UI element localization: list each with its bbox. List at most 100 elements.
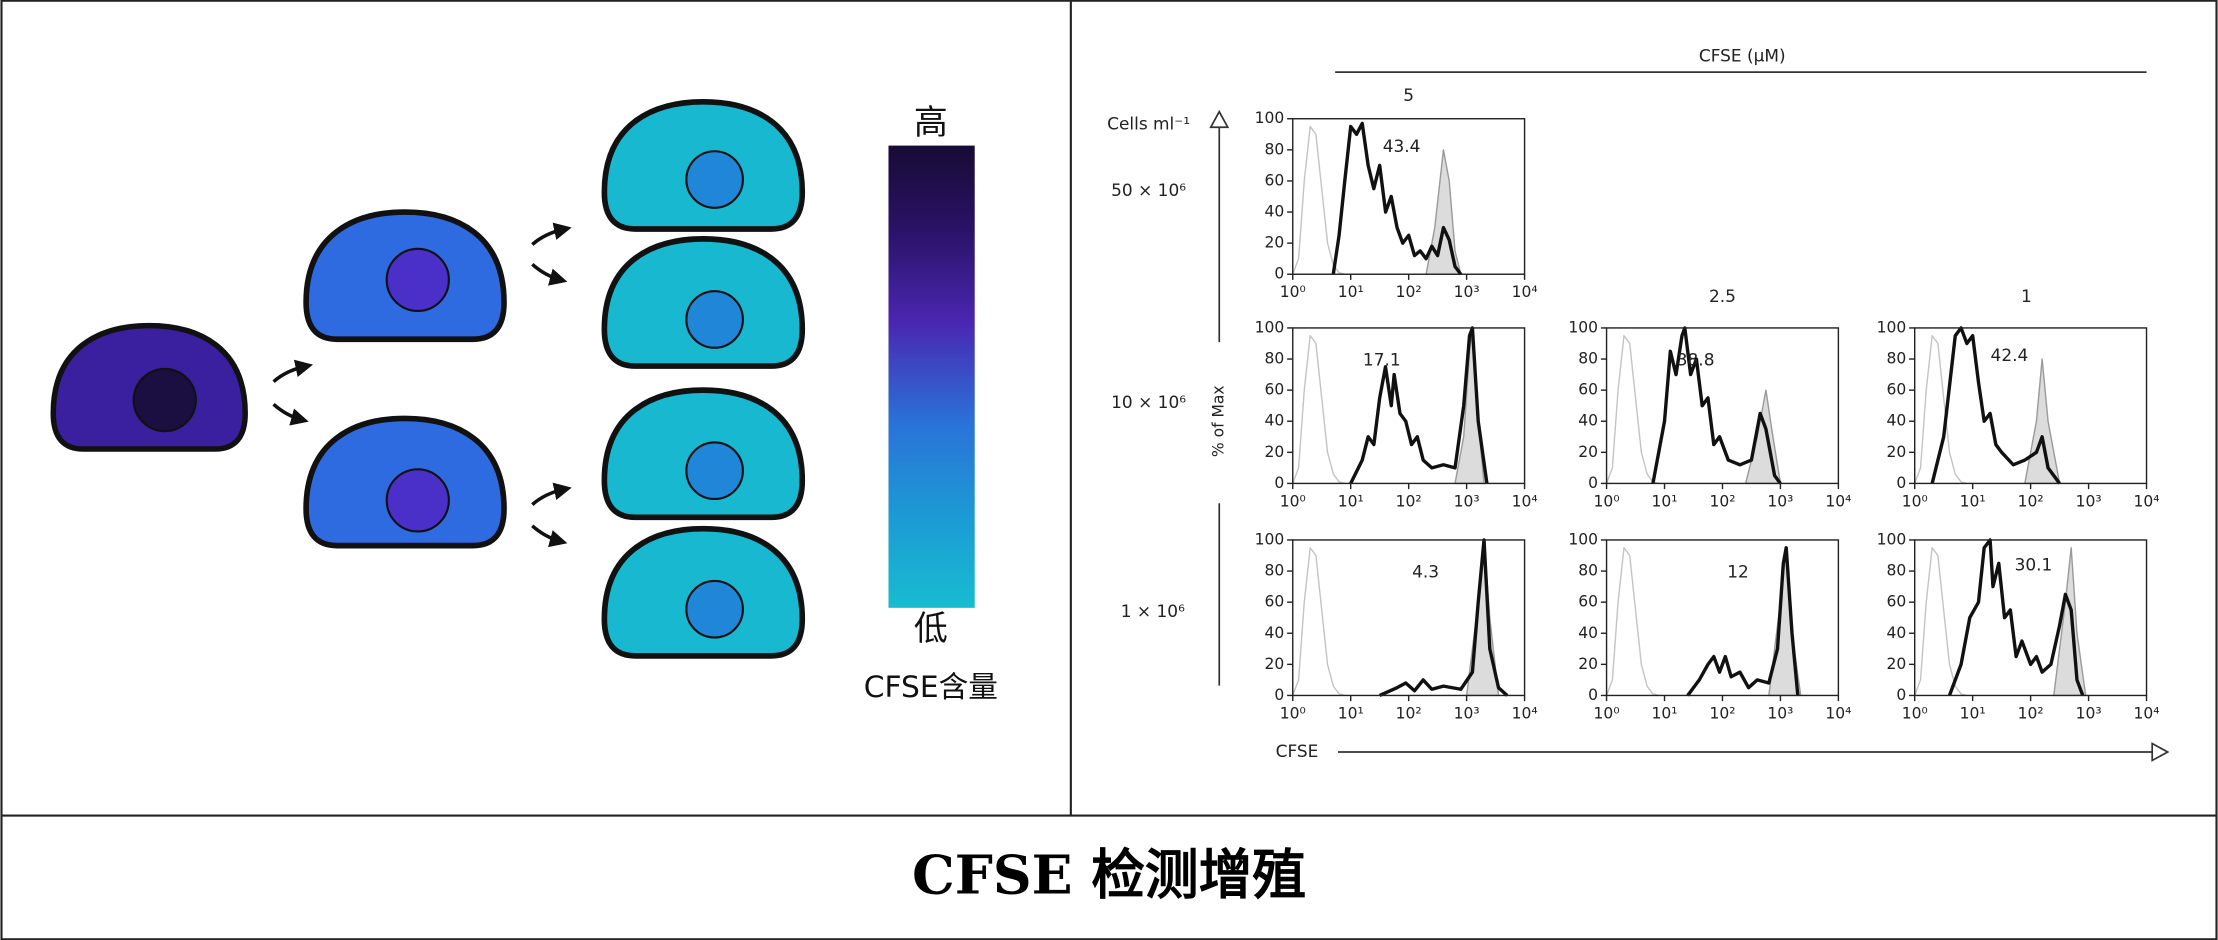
y-tick-label: 0 bbox=[1274, 474, 1284, 492]
x-tick-label: 10² bbox=[2018, 492, 2044, 510]
histogram-line bbox=[1686, 546, 1800, 697]
y-tick-label: 100 bbox=[1255, 318, 1285, 336]
histogram-panel: 0 20 40 60 80 100 10⁰ 10¹ 10² 10³ 10⁴ 30.1 bbox=[1877, 530, 2160, 722]
x-tick-label: 10³ bbox=[2076, 492, 2102, 510]
nucleus bbox=[685, 150, 744, 209]
x-tick-label: 10³ bbox=[1767, 492, 1793, 510]
x-tick-label: 10⁰ bbox=[1280, 283, 1306, 301]
y-tick-label: 0 bbox=[1274, 265, 1284, 283]
y-tick-label: 80 bbox=[1578, 350, 1598, 368]
x-tick-label: 10¹ bbox=[1652, 492, 1678, 510]
y-tick-label: 60 bbox=[1578, 593, 1598, 611]
caption: CFSE 检测增殖 bbox=[912, 843, 1306, 906]
density-axis bbox=[1209, 109, 2170, 762]
histogram-line bbox=[1605, 547, 1659, 697]
arrow bbox=[531, 482, 572, 506]
x-tick-label: 10⁴ bbox=[1512, 283, 1538, 301]
arrow bbox=[272, 402, 309, 426]
x-tick-label: 10⁴ bbox=[1825, 492, 1851, 510]
x-tick-label: 10² bbox=[2018, 704, 2044, 722]
x-tick-label: 10⁰ bbox=[1280, 492, 1306, 510]
x-tick-label: 10⁰ bbox=[1902, 704, 1928, 722]
y-tick-label: 20 bbox=[1265, 443, 1285, 461]
nucleus bbox=[685, 441, 744, 501]
concentration: 2.5 bbox=[1709, 286, 1736, 306]
arrow-head bbox=[1209, 109, 1230, 129]
arrow bbox=[272, 359, 314, 383]
histogram-line bbox=[1930, 326, 2061, 485]
plot-frame bbox=[1914, 539, 2148, 697]
arrow-head bbox=[2151, 742, 2170, 762]
x-tick-label: 10³ bbox=[1454, 492, 1480, 510]
scale-low: 低 bbox=[914, 609, 948, 648]
y-tick-label: 100 bbox=[1255, 530, 1285, 548]
x-tick-label: 10² bbox=[1396, 283, 1422, 301]
plot-frame bbox=[1605, 539, 1840, 697]
x-tick-label: 10¹ bbox=[1960, 704, 1986, 722]
nucleus bbox=[685, 290, 744, 349]
y-axis-label: % of Max bbox=[1210, 385, 1228, 457]
x-tick-label: 10³ bbox=[1767, 704, 1793, 722]
y-tick-label: 100 bbox=[1877, 530, 1907, 548]
y-tick-label: 60 bbox=[1265, 381, 1285, 399]
x-tick-label: 10⁰ bbox=[1594, 704, 1620, 722]
scale-title: CFSE含量 bbox=[864, 669, 998, 704]
percent-annotation: 38.8 bbox=[1677, 349, 1715, 369]
histogram-panel: 0 20 40 60 80 100 10⁰ 10¹ 10² 10³ 10⁴ 12 bbox=[1568, 530, 1851, 722]
y-tick-label: 0 bbox=[1896, 686, 1906, 704]
color-scale bbox=[888, 145, 975, 608]
histogram-line bbox=[1914, 335, 1968, 485]
y-tick-label: 20 bbox=[1886, 655, 1906, 673]
y-tick-label: 40 bbox=[1578, 624, 1598, 642]
histogram-line bbox=[1605, 335, 1659, 485]
y-tick-label: 40 bbox=[1265, 203, 1285, 221]
arrow bbox=[531, 524, 568, 548]
histogram-line bbox=[1331, 121, 1463, 276]
x-tick-label: 10² bbox=[1709, 704, 1735, 722]
percent-annotation: 4.3 bbox=[1412, 561, 1439, 581]
cell-diagram bbox=[53, 102, 802, 656]
y-tick-label: 40 bbox=[1886, 624, 1906, 642]
density: 10 × 10⁶ bbox=[1111, 392, 1186, 412]
arrow bbox=[531, 263, 568, 286]
y-tick-label: 100 bbox=[1568, 530, 1598, 548]
x-tick-label: 10³ bbox=[1454, 704, 1480, 722]
y-tick-label: 40 bbox=[1886, 412, 1906, 430]
nucleus bbox=[685, 579, 744, 639]
y-tick-label: 0 bbox=[1896, 474, 1906, 492]
y-tick-label: 60 bbox=[1265, 171, 1285, 189]
y-tick-label: 100 bbox=[1877, 318, 1907, 336]
y-tick-label: 40 bbox=[1265, 624, 1285, 642]
x-axis-label: CFSE bbox=[1276, 741, 1319, 761]
x-tick-label: 10¹ bbox=[1338, 283, 1364, 301]
x-tick-label: 10⁴ bbox=[1512, 704, 1538, 722]
y-tick-label: 80 bbox=[1265, 562, 1285, 580]
scale-high: 高 bbox=[914, 103, 948, 142]
y-tick-label: 60 bbox=[1886, 593, 1906, 611]
y-tick-label: 20 bbox=[1265, 655, 1285, 673]
density: 50 × 10⁶ bbox=[1111, 180, 1186, 200]
density-title: Cells ml⁻¹ bbox=[1107, 113, 1190, 133]
y-tick-label: 20 bbox=[1265, 234, 1285, 252]
y-tick-label: 40 bbox=[1578, 412, 1598, 430]
y-tick-label: 40 bbox=[1265, 412, 1285, 430]
x-tick-label: 10⁴ bbox=[2134, 492, 2160, 510]
nucleus bbox=[385, 247, 450, 313]
y-tick-label: 20 bbox=[1886, 443, 1906, 461]
x-tick-label: 10² bbox=[1709, 492, 1735, 510]
percent-annotation: 12 bbox=[1727, 561, 1749, 581]
y-tick-label: 80 bbox=[1578, 562, 1598, 580]
y-tick-label: 80 bbox=[1886, 562, 1906, 580]
y-tick-label: 80 bbox=[1886, 350, 1906, 368]
x-tick-label: 10³ bbox=[1454, 283, 1480, 301]
histogram-panel: 0 20 40 60 80 100 10⁰ 10¹ 10² 10³ 10⁴ 4.3 bbox=[1255, 530, 1538, 722]
x-tick-label: 10⁴ bbox=[1825, 704, 1851, 722]
y-tick-label: 60 bbox=[1265, 593, 1285, 611]
arrow bbox=[531, 222, 572, 246]
y-tick-label: 0 bbox=[1588, 474, 1598, 492]
histogram-line bbox=[1947, 538, 2085, 697]
histogram-line bbox=[1292, 125, 1346, 275]
